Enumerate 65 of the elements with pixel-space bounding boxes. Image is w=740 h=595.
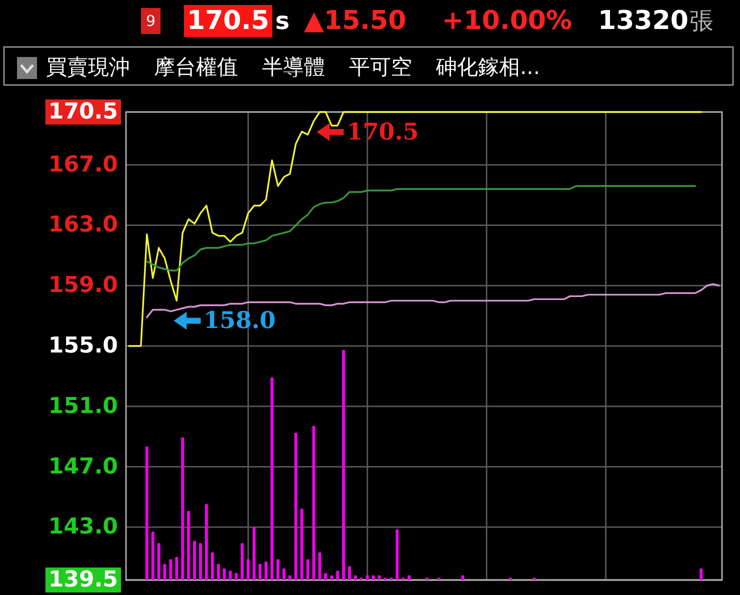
bar — [396, 529, 399, 580]
bar — [372, 575, 375, 580]
text: 買賣現沖 — [46, 55, 130, 79]
bar — [222, 568, 226, 580]
bar — [228, 570, 232, 580]
line-series — [128, 111, 702, 347]
y-tick-label: 143.0 — [48, 514, 118, 540]
text: 半導體 — [262, 55, 325, 79]
bar — [336, 570, 340, 580]
bar — [354, 575, 357, 580]
text: ▲15.50 — [304, 6, 406, 36]
text: 13320 — [598, 6, 688, 36]
bar — [270, 378, 274, 580]
y-tick-label: 170.5 — [48, 100, 118, 124]
bar — [181, 437, 184, 580]
y-tick-label: 151.0 — [48, 394, 118, 419]
annotation: 170.5 — [346, 118, 419, 146]
bar — [700, 568, 703, 580]
bar — [145, 446, 148, 580]
bar — [300, 508, 304, 580]
y-tick-label: 159.0 — [48, 273, 118, 298]
bar — [324, 573, 328, 580]
bar — [193, 540, 196, 580]
text: 張 — [689, 7, 714, 35]
bar — [151, 532, 154, 580]
bar — [306, 559, 310, 580]
text: 平可空 — [349, 55, 412, 79]
text: s — [275, 7, 290, 35]
bar — [366, 575, 369, 580]
line-series — [146, 185, 696, 272]
bar — [348, 566, 351, 580]
y-tick-label: 139.5 — [48, 568, 118, 592]
bar — [330, 575, 334, 580]
bar — [199, 543, 202, 580]
bar — [175, 557, 178, 580]
text: 砷化鎵相... — [435, 55, 540, 79]
bar — [210, 552, 214, 580]
bar — [282, 568, 286, 580]
bar — [276, 559, 280, 580]
bar — [234, 573, 238, 580]
text: 摩台權值 — [154, 55, 238, 79]
y-tick-label: 155.0 — [48, 334, 118, 358]
bar — [169, 559, 172, 580]
y-tick-label: 147.0 — [48, 454, 118, 480]
bar — [157, 543, 160, 580]
bar — [294, 432, 298, 580]
text: 170.5 — [187, 6, 270, 36]
y-tick-label: 163.0 — [48, 212, 118, 238]
bar — [258, 564, 262, 580]
bar — [408, 575, 411, 580]
bar — [240, 543, 244, 580]
text: +10.00% — [442, 6, 572, 36]
bar — [288, 575, 292, 580]
text: 9 — [146, 12, 156, 30]
bar — [204, 504, 208, 580]
bar — [342, 350, 346, 580]
bar — [252, 527, 256, 580]
bar — [318, 552, 322, 580]
bar — [264, 562, 268, 580]
bar — [216, 564, 220, 580]
bar — [187, 511, 190, 580]
bar — [246, 559, 250, 580]
bar — [378, 575, 381, 580]
annotation: 158.0 — [204, 307, 276, 334]
y-tick-label: 167.0 — [48, 152, 118, 178]
